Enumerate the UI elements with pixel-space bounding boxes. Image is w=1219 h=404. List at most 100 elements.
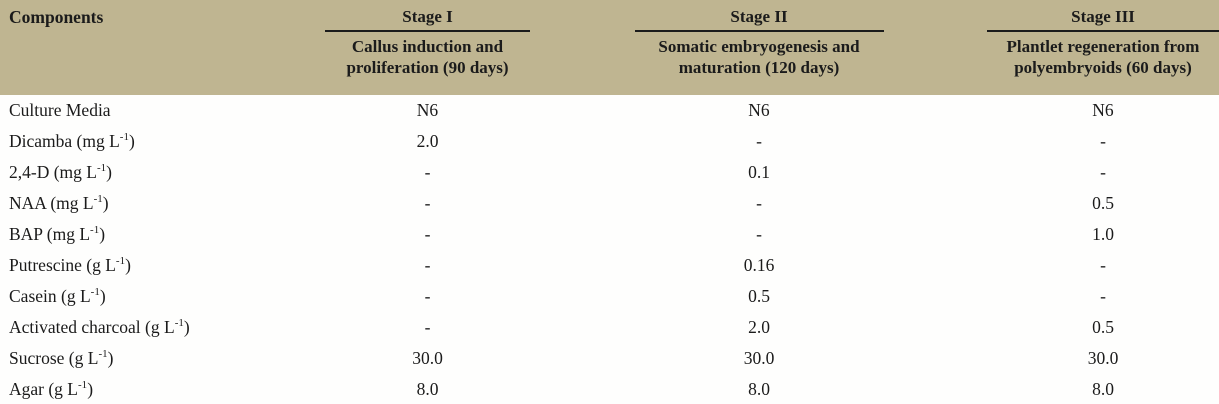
component-label-text: Activated charcoal (g L — [9, 317, 175, 337]
stage1-title: Stage I — [402, 7, 453, 26]
value-cell: - — [1100, 255, 1106, 275]
value-cell: N6 — [748, 100, 770, 120]
stage3-subtitle-line2: polyembryoids (60 days) — [1014, 58, 1192, 77]
value-cell: - — [1100, 131, 1106, 151]
component-label: Culture Media — [0, 95, 273, 126]
unit-superscript: -1 — [78, 379, 88, 392]
stage1-underline — [325, 30, 530, 32]
table-row-putrescine: Putrescine (g L-1) - 0.16 - — [0, 250, 1219, 281]
component-label: Casein (g L-1) — [0, 281, 273, 312]
table-header: Components Stage I Callus induction and … — [0, 0, 1219, 95]
component-label: Putrescine (g L-1) — [0, 250, 273, 281]
value-cell: - — [424, 162, 431, 182]
table-row-dicamba: Dicamba (mg L-1) 2.0 - - — [0, 126, 1219, 157]
value-cell: - — [1100, 286, 1106, 306]
value-cell: - — [424, 255, 431, 275]
value-cell: - — [424, 317, 431, 337]
table-row-bap: BAP (mg L-1) - - 1.0 — [0, 219, 1219, 250]
stage1-subtitle: Callus induction and proliferation (90 d… — [273, 36, 582, 78]
component-label: Dicamba (mg L-1) — [0, 126, 273, 157]
stage3-subtitle: Plantlet regeneration from polyembryoids… — [936, 36, 1219, 78]
table-row-sucrose: Sucrose (g L-1) 30.0 30.0 30.0 — [0, 343, 1219, 374]
stage2-title: Stage II — [730, 7, 788, 26]
component-label-text: Agar (g L — [9, 379, 79, 399]
component-label-text: Sucrose (g L — [9, 348, 99, 368]
table-row-culture-media: Culture Media N6 N6 N6 — [0, 95, 1219, 126]
table-row-24d: 2,4-D (mg L-1) - 0.1 - — [0, 157, 1219, 188]
component-label: Agar (g L-1) — [0, 374, 273, 404]
component-label: NAA (mg L-1) — [0, 188, 273, 219]
stage3-subtitle-line1: Plantlet regeneration from — [1006, 37, 1200, 56]
stage2-header: Stage II Somatic embryogenesis and matur… — [582, 0, 936, 95]
value-cell: - — [756, 131, 762, 151]
component-label-tail: ) — [128, 131, 135, 151]
table-row-activated-charcoal: Activated charcoal (g L-1) - 2.0 0.5 — [0, 312, 1219, 343]
value-cell: 0.5 — [748, 286, 770, 306]
stage3-title: Stage III — [1071, 7, 1135, 26]
component-label-text: Dicamba (mg L — [9, 131, 120, 151]
stage1-header: Stage I Callus induction and proliferati… — [273, 0, 582, 95]
table-row-agar: Agar (g L-1) 8.0 8.0 8.0 — [0, 374, 1219, 404]
component-label-text: Putrescine (g L — [9, 255, 116, 275]
stage2-subtitle-line2: maturation (120 days) — [678, 58, 840, 77]
component-label: Sucrose (g L-1) — [0, 343, 273, 374]
value-cell: 2.0 — [416, 131, 439, 151]
value-cell: 0.5 — [1092, 193, 1114, 213]
table-row-casein: Casein (g L-1) - 0.5 - — [0, 281, 1219, 312]
value-cell: - — [424, 224, 431, 244]
value-cell: - — [424, 193, 431, 213]
value-cell: 30.0 — [743, 348, 775, 368]
value-cell: 8.0 — [748, 379, 770, 399]
component-label-tail: ) — [99, 224, 106, 244]
components-header: Components — [0, 0, 273, 95]
table-body: Culture Media N6 N6 N6 Dicamba (mg L-1) … — [0, 95, 1219, 404]
component-label-tail: ) — [99, 286, 106, 306]
component-label: 2,4-D (mg L-1) — [0, 157, 273, 188]
stage1-subtitle-line2: proliferation (90 days) — [346, 58, 509, 77]
component-label-tail: ) — [106, 162, 112, 182]
unit-superscript: -1 — [174, 317, 184, 330]
unit-superscript: -1 — [98, 348, 108, 361]
value-cell: 1.0 — [1092, 224, 1114, 244]
component-label: Activated charcoal (g L-1) — [0, 312, 273, 343]
component-label-text: 2,4-D (mg L — [9, 162, 97, 182]
component-label-tail: ) — [107, 348, 114, 368]
value-cell: 0.1 — [748, 162, 770, 182]
header-row: Components Stage I Callus induction and … — [0, 0, 1219, 95]
value-cell: N6 — [1092, 100, 1114, 120]
unit-superscript: -1 — [90, 286, 100, 299]
component-label-tail: ) — [183, 317, 190, 337]
component-label-tail: ) — [125, 255, 131, 275]
component-label-text: BAP (mg L — [9, 224, 91, 244]
stage2-underline — [634, 30, 884, 32]
component-label-tail: ) — [87, 379, 94, 399]
value-cell: N6 — [416, 100, 439, 120]
component-label-text: NAA (mg L — [9, 193, 94, 213]
stage3-underline — [987, 30, 1219, 32]
unit-superscript: -1 — [96, 162, 107, 175]
stage1-subtitle-line1: Callus induction and — [351, 37, 504, 56]
table-row-naa: NAA (mg L-1) - - 0.5 — [0, 188, 1219, 219]
value-cell: 2.0 — [748, 317, 770, 337]
value-cell: 8.0 — [416, 379, 439, 399]
value-cell: - — [424, 286, 431, 306]
value-cell: 30.0 — [1087, 348, 1119, 368]
unit-superscript: -1 — [115, 255, 126, 268]
value-cell: - — [1100, 162, 1106, 182]
unit-superscript: -1 — [119, 131, 129, 144]
value-cell: 30.0 — [412, 348, 443, 368]
component-label: BAP (mg L-1) — [0, 219, 273, 250]
component-label-text: Culture Media — [9, 100, 111, 120]
value-cell: 8.0 — [1092, 379, 1114, 399]
stage2-subtitle: Somatic embryogenesis and maturation (12… — [582, 36, 936, 78]
value-cell: 0.16 — [743, 255, 775, 275]
stage3-header: Stage III Plantlet regeneration from pol… — [936, 0, 1219, 95]
unit-superscript: -1 — [93, 193, 103, 206]
value-cell: - — [756, 224, 762, 244]
component-label-text: Casein (g L — [9, 286, 91, 306]
stage2-subtitle-line1: Somatic embryogenesis and — [658, 37, 860, 56]
unit-superscript: -1 — [90, 224, 100, 237]
component-label-tail: ) — [102, 193, 109, 213]
